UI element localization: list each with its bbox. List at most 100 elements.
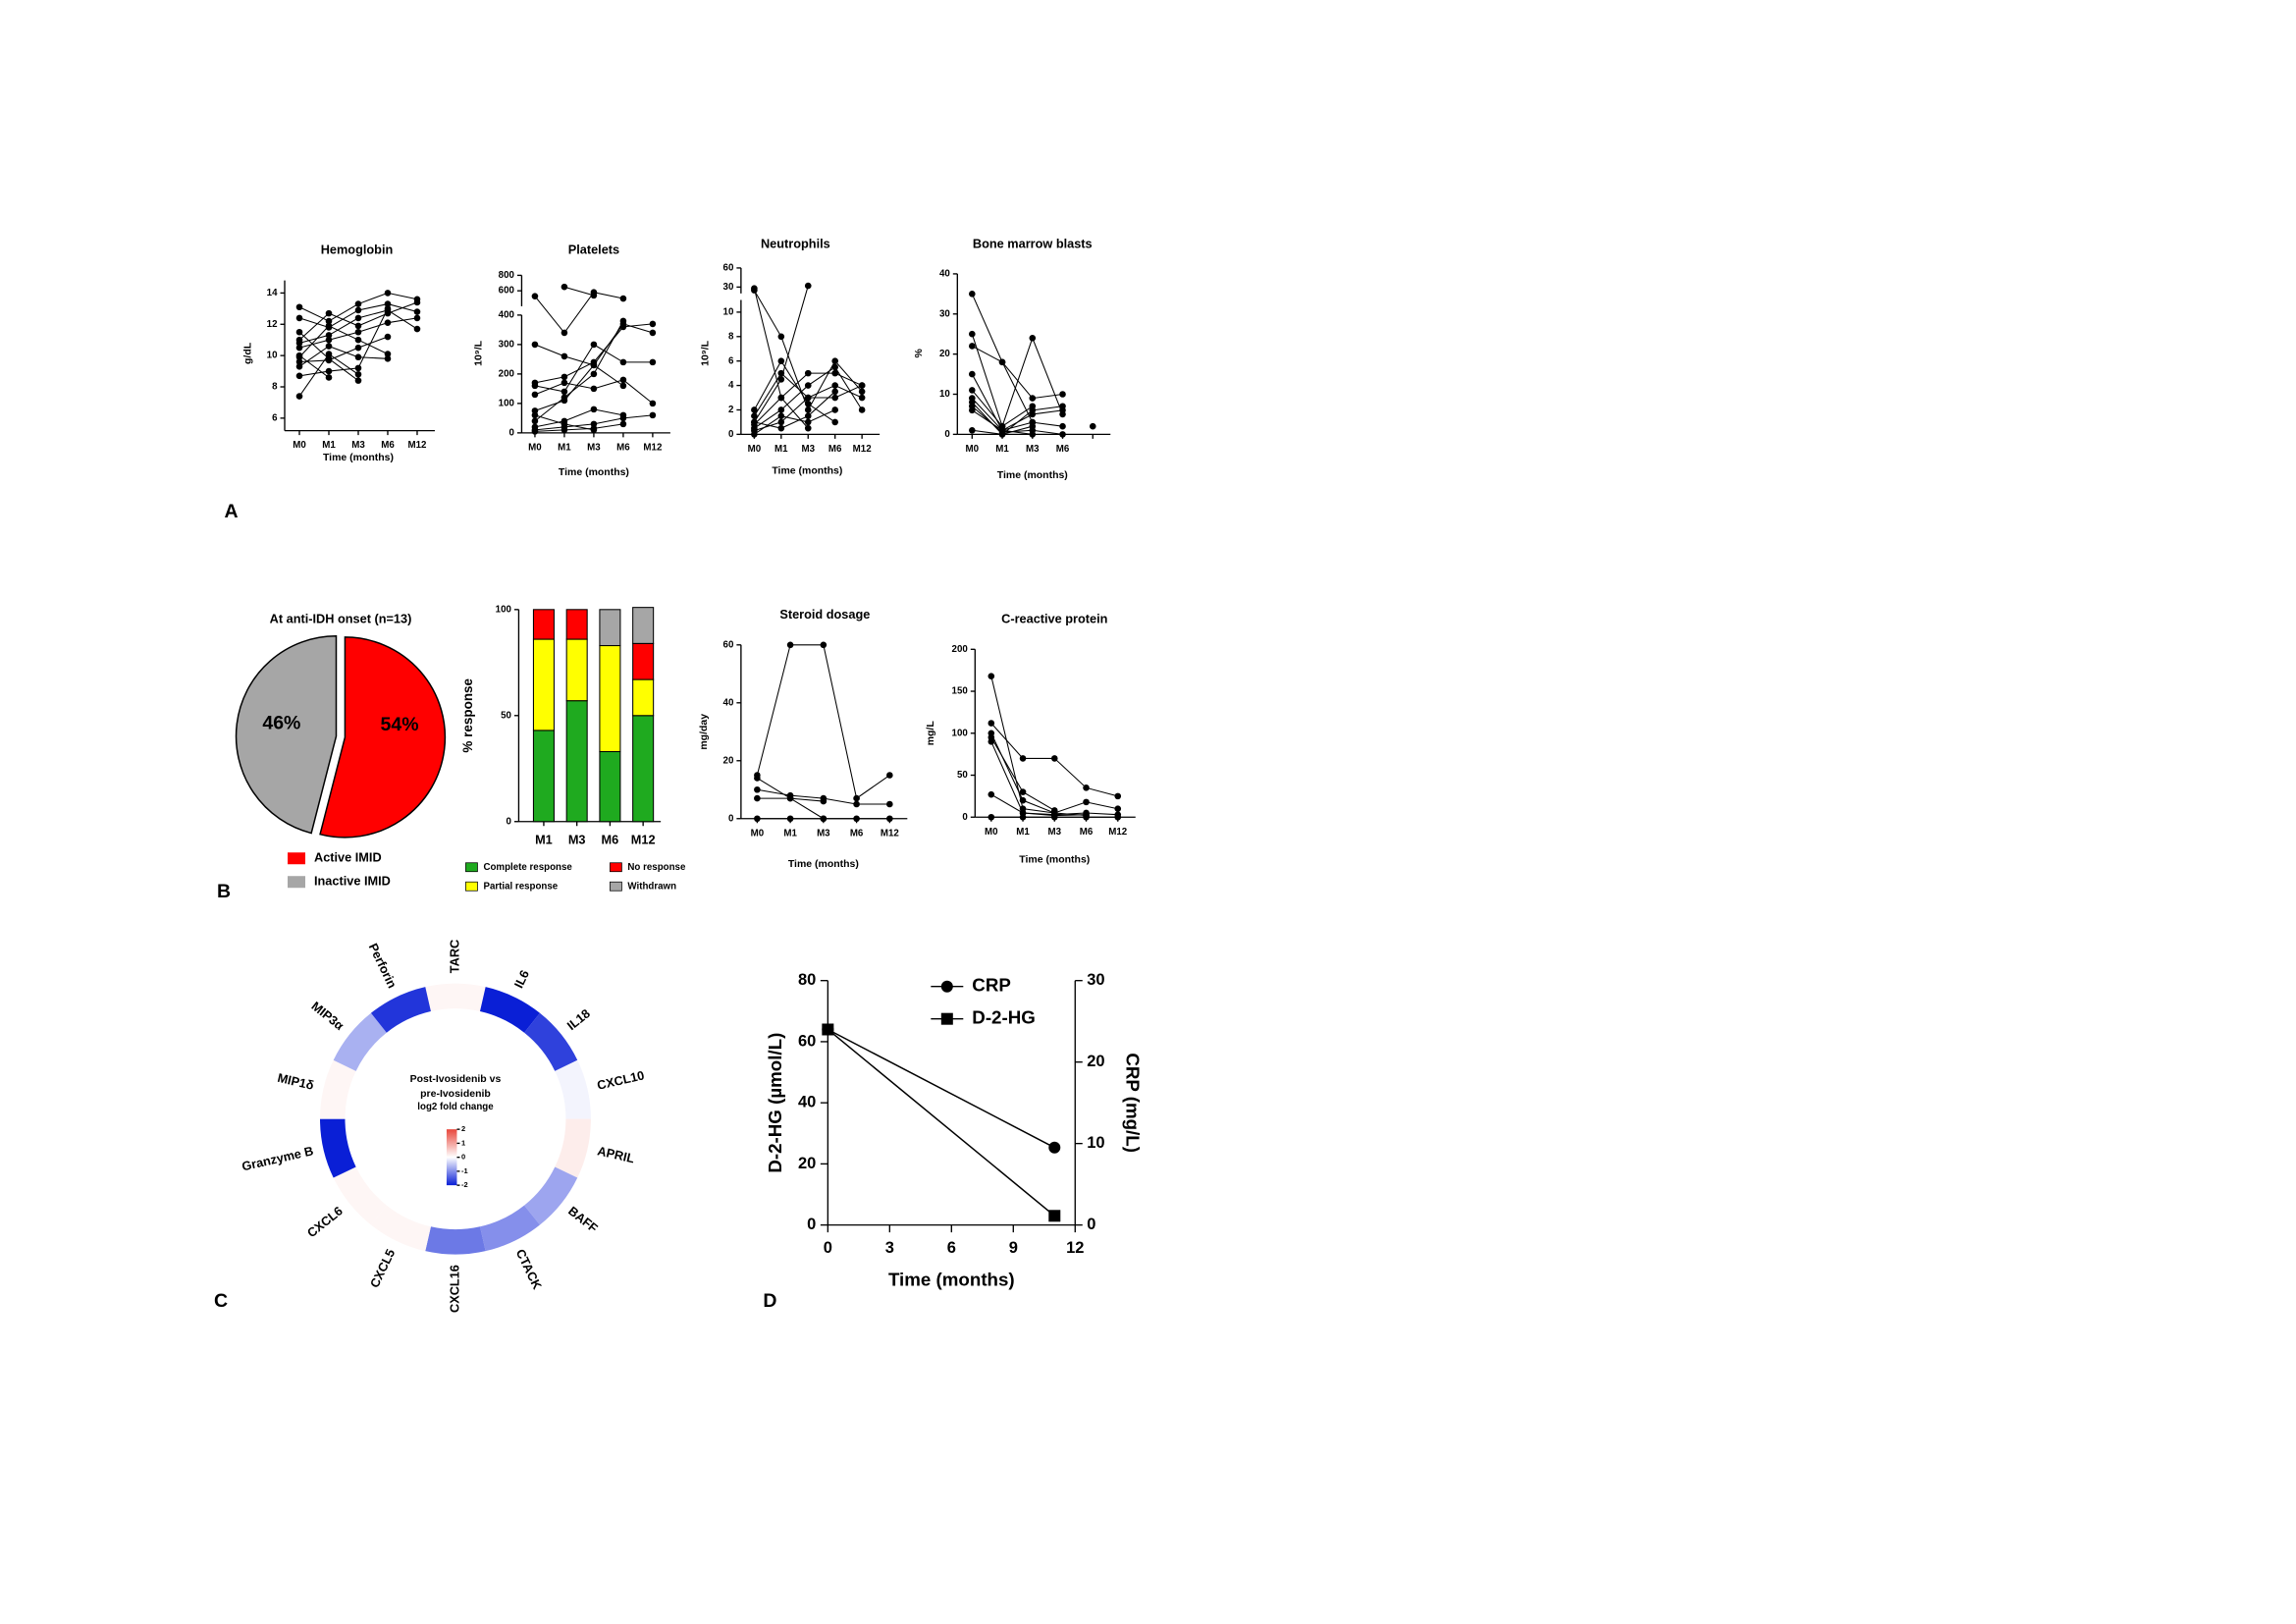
series-line bbox=[298, 303, 418, 329]
slice-label: 54% bbox=[381, 714, 419, 735]
y-tick-label: 6 bbox=[728, 355, 734, 366]
x-tick-label: 3 bbox=[885, 1239, 894, 1257]
data-point bbox=[531, 411, 539, 419]
x-tick-label: M6 bbox=[616, 442, 630, 453]
x-tick-label: 0 bbox=[824, 1239, 832, 1257]
x-axis-label: Time (months) bbox=[323, 453, 394, 463]
y-axis-label: % response bbox=[460, 677, 475, 752]
y-tick-label: 2 bbox=[728, 405, 734, 415]
x-tick-label: M3 bbox=[568, 833, 586, 847]
bar-segment bbox=[632, 715, 655, 823]
x-tick-label: M1 bbox=[322, 440, 336, 451]
data-point bbox=[354, 370, 362, 378]
data-point bbox=[1029, 422, 1037, 430]
series-line bbox=[971, 402, 1063, 436]
segment-label: APRIL bbox=[596, 1143, 636, 1165]
data-point bbox=[561, 283, 568, 291]
bar-segment bbox=[565, 700, 588, 823]
data-point bbox=[969, 426, 976, 434]
y-axis-label: 10⁹/L bbox=[701, 340, 712, 366]
segment-label: CTACK bbox=[513, 1247, 546, 1293]
pie-slice bbox=[235, 635, 338, 835]
series-line bbox=[298, 336, 389, 363]
y-tick-label: 200 bbox=[952, 644, 969, 655]
legend-label: Active IMID bbox=[314, 850, 382, 865]
colorbar-label: 1 bbox=[461, 1138, 465, 1147]
y-tick-label: 10 bbox=[723, 306, 734, 317]
data-point bbox=[649, 411, 657, 419]
data-point bbox=[295, 372, 303, 380]
bar-segment bbox=[632, 642, 655, 680]
x-axis-label: Time (months) bbox=[772, 466, 842, 477]
y-tick-label: 800 bbox=[499, 270, 515, 281]
y-tick-label: 20 bbox=[723, 755, 734, 766]
y-tick-label: 0 bbox=[728, 813, 734, 824]
legend-label: CRP bbox=[972, 975, 1011, 996]
y-tick-label: 60 bbox=[723, 639, 734, 650]
series-line bbox=[534, 423, 623, 432]
x-tick-label: M3 bbox=[351, 440, 365, 451]
y-tick-label: 0 bbox=[728, 429, 734, 440]
bar-segment bbox=[599, 644, 621, 753]
x-tick-label: M1 bbox=[995, 444, 1009, 455]
series-line bbox=[534, 344, 653, 393]
y-tick-label: 30 bbox=[939, 308, 950, 319]
x-tick-label: M6 bbox=[828, 444, 842, 455]
series-line bbox=[298, 292, 418, 322]
chart-title: Neutrophils bbox=[761, 236, 830, 250]
y-tick-label: 40 bbox=[939, 268, 950, 279]
series-line bbox=[990, 732, 1118, 814]
y-tick-label: 20 bbox=[798, 1155, 816, 1172]
y-tick-label: 100 bbox=[952, 728, 969, 738]
series-line bbox=[990, 741, 1118, 816]
series-line bbox=[753, 290, 863, 411]
series-line bbox=[753, 359, 835, 423]
heat-segment bbox=[479, 1205, 540, 1252]
legend-swatch bbox=[288, 852, 306, 865]
series-line bbox=[534, 320, 624, 422]
heat-segment bbox=[320, 1059, 356, 1119]
segment-label: CXCL5 bbox=[367, 1247, 399, 1290]
chart-title: Platelets bbox=[568, 242, 619, 256]
data-point bbox=[831, 406, 838, 413]
series-line bbox=[754, 397, 809, 429]
chart-title: Post-Ivosidenib vs bbox=[410, 1074, 502, 1085]
x-tick-label: M0 bbox=[528, 442, 542, 453]
legend-label: Partial response bbox=[483, 881, 558, 892]
legend-swatch bbox=[465, 881, 478, 892]
segment-label: Perforin bbox=[366, 941, 400, 991]
series-line bbox=[534, 364, 624, 411]
x-axis-label: Time (months) bbox=[888, 1270, 1015, 1290]
y-tick-label: 10 bbox=[267, 351, 278, 361]
legend-swatch bbox=[288, 876, 306, 889]
panel-label: D bbox=[763, 1290, 776, 1312]
segment-label: MIP1δ bbox=[276, 1070, 315, 1093]
bar-segment bbox=[632, 678, 655, 717]
y-tick-label: 100 bbox=[499, 398, 515, 408]
x-tick-label: M1 bbox=[558, 442, 571, 453]
y-tick-label: 12 bbox=[267, 319, 278, 330]
y-axis-label: g/dL bbox=[242, 342, 253, 364]
series-line bbox=[753, 285, 809, 423]
x-tick-label: M0 bbox=[293, 440, 306, 451]
segment-label: BAFF bbox=[565, 1203, 601, 1235]
x-tick-label: 9 bbox=[1009, 1239, 1018, 1257]
x-axis-label: Time (months) bbox=[788, 859, 859, 870]
x-tick-label: M0 bbox=[966, 444, 980, 455]
y2-tick-label: 20 bbox=[1087, 1053, 1104, 1070]
y-axis-label: D-2-HG (µmol/L) bbox=[765, 1033, 785, 1173]
heat-segment bbox=[333, 1012, 387, 1071]
y-tick-label: 40 bbox=[798, 1094, 816, 1111]
y-tick-label: 8 bbox=[272, 382, 278, 393]
y2-tick-label: 10 bbox=[1087, 1134, 1104, 1152]
y-tick-label: 14 bbox=[267, 288, 278, 298]
series-line bbox=[534, 414, 653, 431]
x-tick-label: M12 bbox=[408, 440, 428, 451]
slice-label: 46% bbox=[262, 713, 300, 734]
heat-segment bbox=[524, 1166, 578, 1225]
data-point bbox=[988, 738, 995, 745]
data-point bbox=[1029, 431, 1037, 438]
series-line bbox=[971, 334, 1064, 428]
series-line bbox=[298, 301, 418, 341]
